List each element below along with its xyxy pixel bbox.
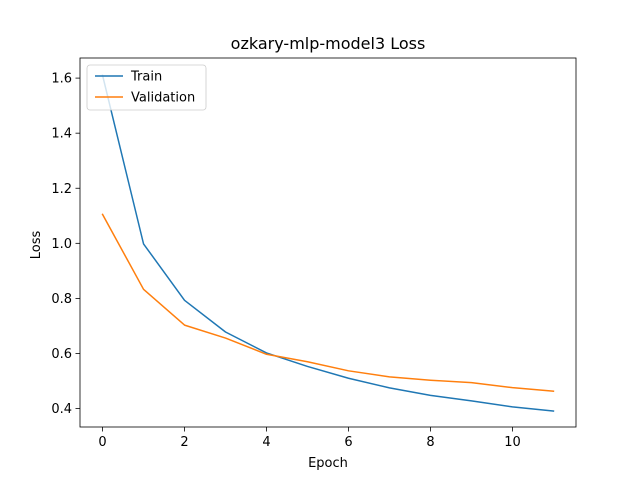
x-tick-label: 0 [98, 435, 106, 450]
legend-label-train: Train [130, 70, 162, 85]
series-line-validation [101, 213, 555, 393]
y-tick-label: 1.6 [51, 72, 72, 87]
y-tick-label: 1.0 [51, 237, 72, 252]
y-axis-label: Loss [29, 231, 44, 260]
series-line-train [101, 74, 555, 412]
x-tick-label: 6 [344, 435, 352, 450]
x-tick-label: 10 [504, 435, 521, 450]
y-tick-label: 1.4 [51, 127, 72, 142]
x-axis-label: Epoch [308, 456, 348, 471]
chart-title: ozkary-mlp-model3 Loss [231, 34, 426, 53]
x-tick-label: 2 [180, 435, 188, 450]
legend-label-validation: Validation [131, 91, 195, 106]
legend: Train Validation [86, 64, 207, 111]
plot-area: 0 2 4 6 8 10 0.4 0.6 0.8 1.0 1.2 1.4 1.6 [51, 57, 577, 450]
x-tick-label: 8 [426, 435, 434, 450]
axes-frame [79, 57, 577, 428]
y-tick-label: 1.2 [51, 182, 72, 197]
y-tick-label: 0.6 [51, 347, 72, 362]
y-tick-label: 0.4 [51, 402, 72, 417]
x-tick-label: 4 [262, 435, 270, 450]
y-tick-label: 0.8 [51, 292, 72, 307]
